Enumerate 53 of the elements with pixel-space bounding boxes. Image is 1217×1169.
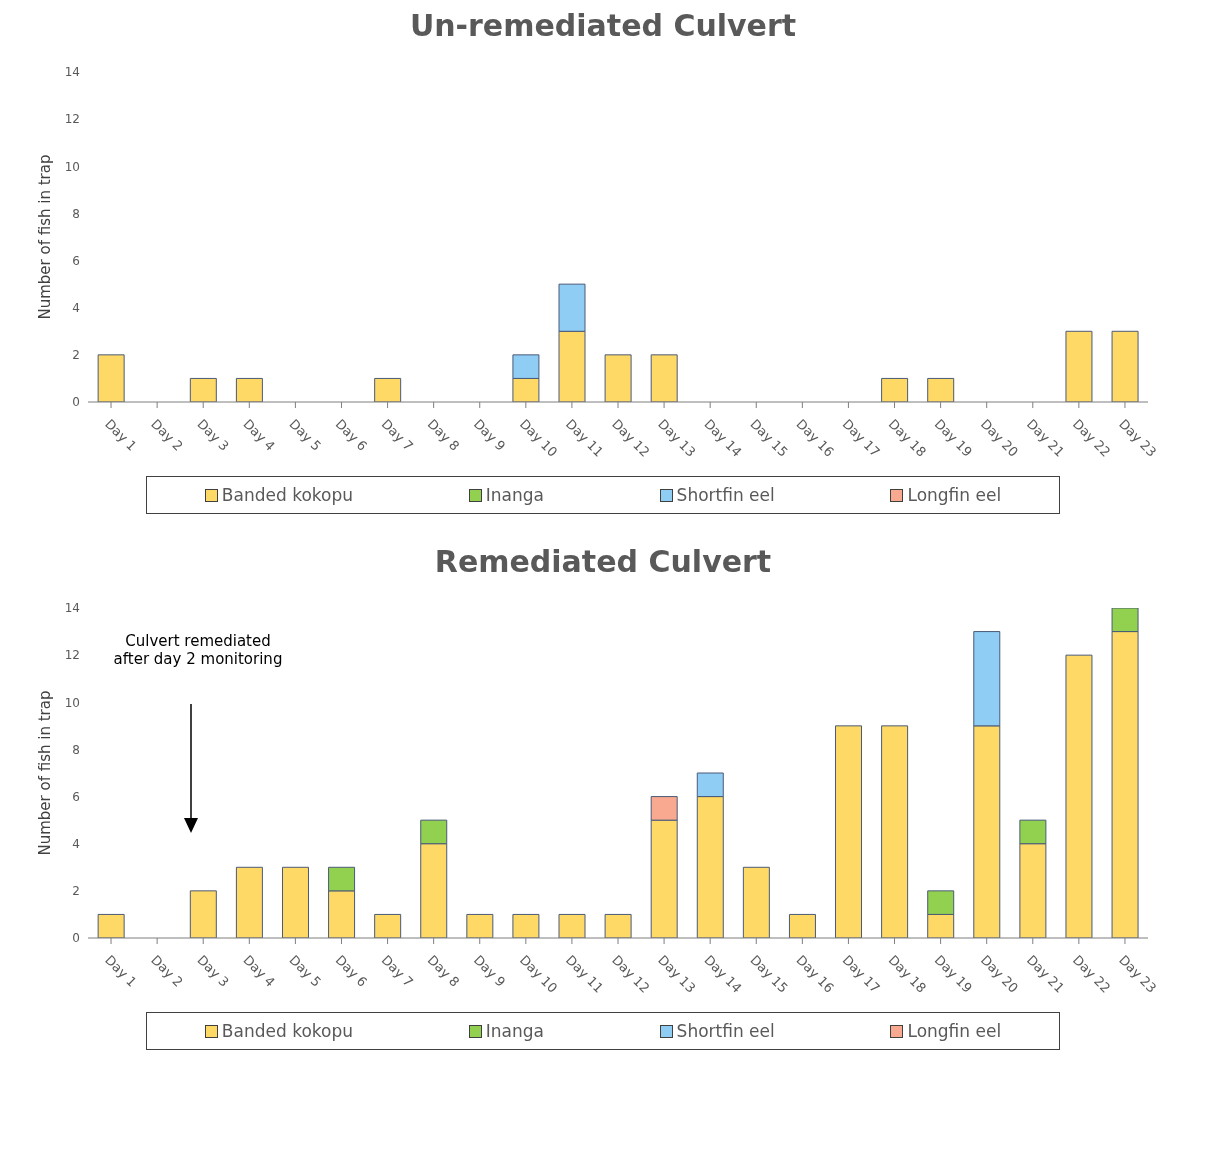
legend-label: Shortfin eel — [675, 485, 775, 505]
bar — [604, 354, 632, 402]
bar — [374, 377, 402, 402]
y-tick-label: 10 — [64, 159, 80, 174]
y-tick-label: 2 — [72, 348, 80, 363]
y-tick-label: 8 — [72, 742, 80, 757]
bar — [1065, 654, 1093, 938]
legend-label: Inanga — [484, 1021, 544, 1041]
bar — [512, 913, 540, 938]
y-tick-label: 8 — [72, 206, 80, 221]
chart-title: Un-remediated Culvert — [408, 8, 798, 45]
bar — [788, 913, 816, 938]
legend-label: Longfin eel — [906, 1021, 1002, 1041]
y-tick-label: 14 — [64, 601, 80, 616]
bar — [189, 890, 217, 938]
bar — [97, 354, 125, 402]
bar — [189, 377, 217, 402]
legend-label: Banded kokopu — [220, 1021, 353, 1041]
y-tick-label: 6 — [72, 253, 80, 268]
bar — [881, 725, 909, 938]
legend-label: Longfin eel — [906, 485, 1002, 505]
y-tick-label: 14 — [64, 65, 80, 80]
annotation: Culvert remediated after day 2 monitoring — [112, 632, 284, 668]
bar — [1065, 330, 1093, 402]
y-tick-label: 2 — [72, 884, 80, 899]
y-axis-title: Number of fish in trap — [36, 690, 55, 856]
y-tick-label: 0 — [72, 395, 80, 410]
bar — [881, 377, 909, 402]
bar — [835, 725, 863, 938]
y-tick-label: 6 — [72, 789, 80, 804]
y-tick-label: 4 — [72, 300, 80, 315]
bar — [374, 913, 402, 938]
bar — [235, 377, 263, 402]
bar — [281, 866, 309, 938]
bar — [927, 377, 955, 402]
legend-label: Banded kokopu — [220, 485, 353, 505]
y-tick-label: 4 — [72, 836, 80, 851]
bar — [97, 913, 125, 938]
bar — [235, 866, 263, 938]
bar — [1111, 330, 1139, 402]
bar — [558, 913, 586, 938]
bar — [604, 913, 632, 938]
legend-label: Inanga — [484, 485, 544, 505]
y-axis-title: Number of fish in trap — [36, 154, 55, 320]
y-tick-label: 0 — [72, 931, 80, 946]
y-tick-label: 12 — [64, 112, 80, 127]
bar — [650, 354, 678, 402]
legend-label: Shortfin eel — [675, 1021, 775, 1041]
y-tick-label: 10 — [64, 695, 80, 710]
chart-title: Remediated Culvert — [433, 544, 773, 581]
bar — [742, 866, 770, 938]
bar — [466, 913, 494, 938]
y-tick-label: 12 — [64, 648, 80, 663]
